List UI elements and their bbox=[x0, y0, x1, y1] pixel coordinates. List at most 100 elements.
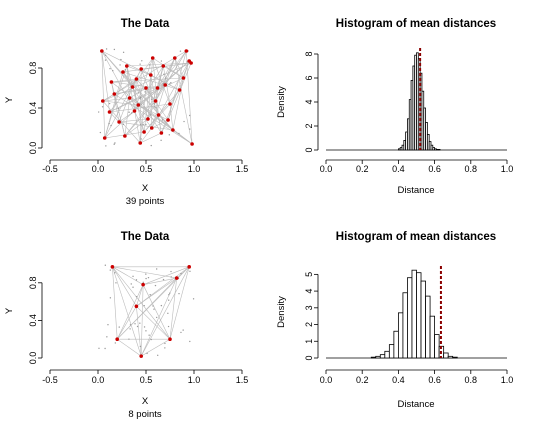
noise-dot bbox=[139, 345, 142, 348]
hist-bar bbox=[388, 344, 395, 359]
noise-dot bbox=[113, 48, 116, 51]
noise-dot bbox=[139, 97, 141, 100]
noise-dot bbox=[105, 145, 107, 147]
edge bbox=[102, 62, 192, 102]
edge bbox=[141, 62, 192, 70]
edge bbox=[140, 132, 162, 144]
edge bbox=[109, 77, 184, 113]
noise-dot bbox=[104, 347, 106, 350]
edge bbox=[158, 114, 162, 134]
edge bbox=[111, 81, 158, 89]
noise-dot bbox=[148, 64, 151, 66]
x-tick-label: 1.0 bbox=[188, 164, 201, 174]
data-point bbox=[150, 56, 155, 60]
noise-dot bbox=[142, 123, 144, 126]
hist-8-x-axis: 0.0 0.2 0.4 0.6 0.8 1.0 bbox=[320, 369, 513, 385]
scatter-8-xlabel: X bbox=[142, 396, 149, 407]
data-point bbox=[161, 64, 166, 68]
hist-39-x-axis: 0.0 0.2 0.4 0.6 0.8 1.0 bbox=[320, 159, 513, 174]
data-point bbox=[141, 282, 145, 287]
hist-bar bbox=[447, 355, 454, 359]
data-point bbox=[149, 126, 154, 130]
noise-dot bbox=[183, 120, 185, 123]
x-tick-label: 0.6 bbox=[428, 164, 441, 174]
noise-dot bbox=[122, 51, 125, 54]
noise-dot bbox=[150, 338, 152, 341]
edge bbox=[112, 266, 142, 357]
y-tick-label: 0 bbox=[304, 147, 314, 152]
hist-bar bbox=[370, 356, 377, 359]
hist-bar bbox=[397, 312, 404, 359]
noise-dot bbox=[108, 122, 110, 125]
edge bbox=[143, 266, 190, 285]
scatter-39-title: The Data bbox=[121, 18, 170, 30]
data-point bbox=[168, 102, 172, 106]
noise-dot bbox=[140, 138, 142, 140]
edge bbox=[112, 266, 144, 285]
noise-dot bbox=[101, 106, 104, 108]
noise-dot bbox=[155, 107, 157, 109]
data-point bbox=[123, 134, 127, 138]
edge bbox=[116, 277, 177, 340]
edge bbox=[112, 266, 118, 340]
noise-dot bbox=[109, 269, 112, 271]
x-tick-label: 0.0 bbox=[320, 375, 333, 385]
data-point bbox=[112, 92, 117, 96]
noise-dot bbox=[143, 326, 146, 328]
edge bbox=[174, 57, 193, 145]
noise-dot bbox=[160, 139, 162, 142]
y-tick-label: 3 bbox=[304, 305, 314, 310]
hist-bar bbox=[434, 334, 440, 359]
data-point bbox=[187, 265, 191, 269]
y-tick-label: 0.4 bbox=[28, 102, 38, 115]
hist-39-xlabel: Distance bbox=[398, 185, 435, 196]
noise-dot bbox=[139, 63, 141, 65]
noise-dot bbox=[136, 325, 139, 328]
x-tick-label: 0.0 bbox=[92, 375, 105, 385]
x-tick-label: -0.5 bbox=[42, 164, 58, 174]
noise-dot bbox=[153, 103, 155, 105]
data-point bbox=[125, 64, 129, 68]
edge bbox=[141, 338, 171, 357]
noise-dot bbox=[114, 342, 117, 344]
x-tick-label: 0.6 bbox=[428, 375, 441, 385]
noise-dot bbox=[167, 312, 169, 315]
x-tick-label: -0.5 bbox=[42, 375, 58, 385]
noise-dot bbox=[108, 102, 111, 105]
noise-dot bbox=[164, 347, 166, 349]
hist-bar bbox=[411, 269, 417, 359]
noise-dot bbox=[106, 336, 108, 338]
noise-dot bbox=[113, 143, 115, 145]
y-tick-label: 0.4 bbox=[28, 314, 38, 327]
edge bbox=[114, 93, 193, 145]
data-point bbox=[139, 67, 143, 71]
noise-dot bbox=[114, 142, 116, 144]
data-point bbox=[156, 113, 161, 117]
edge bbox=[102, 100, 139, 106]
data-point bbox=[144, 86, 148, 90]
edge bbox=[109, 78, 137, 113]
noise-dot bbox=[154, 284, 157, 287]
hist-8-y-axis: 0 1 2 3 4 5 bbox=[304, 272, 319, 361]
hist-8-xlabel: Distance bbox=[398, 399, 435, 410]
edge bbox=[139, 87, 147, 144]
x-tick-label: 0.8 bbox=[465, 375, 478, 385]
noise-dot bbox=[122, 123, 125, 126]
x-tick-label: 0.2 bbox=[356, 164, 369, 174]
edge bbox=[109, 87, 158, 113]
y-tick-label: 4 bbox=[304, 99, 314, 104]
noise-dot bbox=[135, 295, 138, 298]
edge bbox=[101, 50, 106, 139]
noise-dot bbox=[110, 124, 112, 127]
hist-bar bbox=[407, 277, 413, 359]
noise-dot bbox=[148, 334, 150, 336]
data-point bbox=[142, 130, 146, 134]
edge bbox=[129, 97, 193, 145]
noise-dot bbox=[117, 107, 120, 110]
edge bbox=[157, 57, 176, 89]
hist-39-title: Histogram of mean distances bbox=[336, 18, 496, 30]
noise-dot bbox=[167, 325, 170, 328]
noise-dot bbox=[137, 92, 139, 94]
noise-dot bbox=[168, 294, 170, 296]
edge bbox=[150, 74, 153, 129]
